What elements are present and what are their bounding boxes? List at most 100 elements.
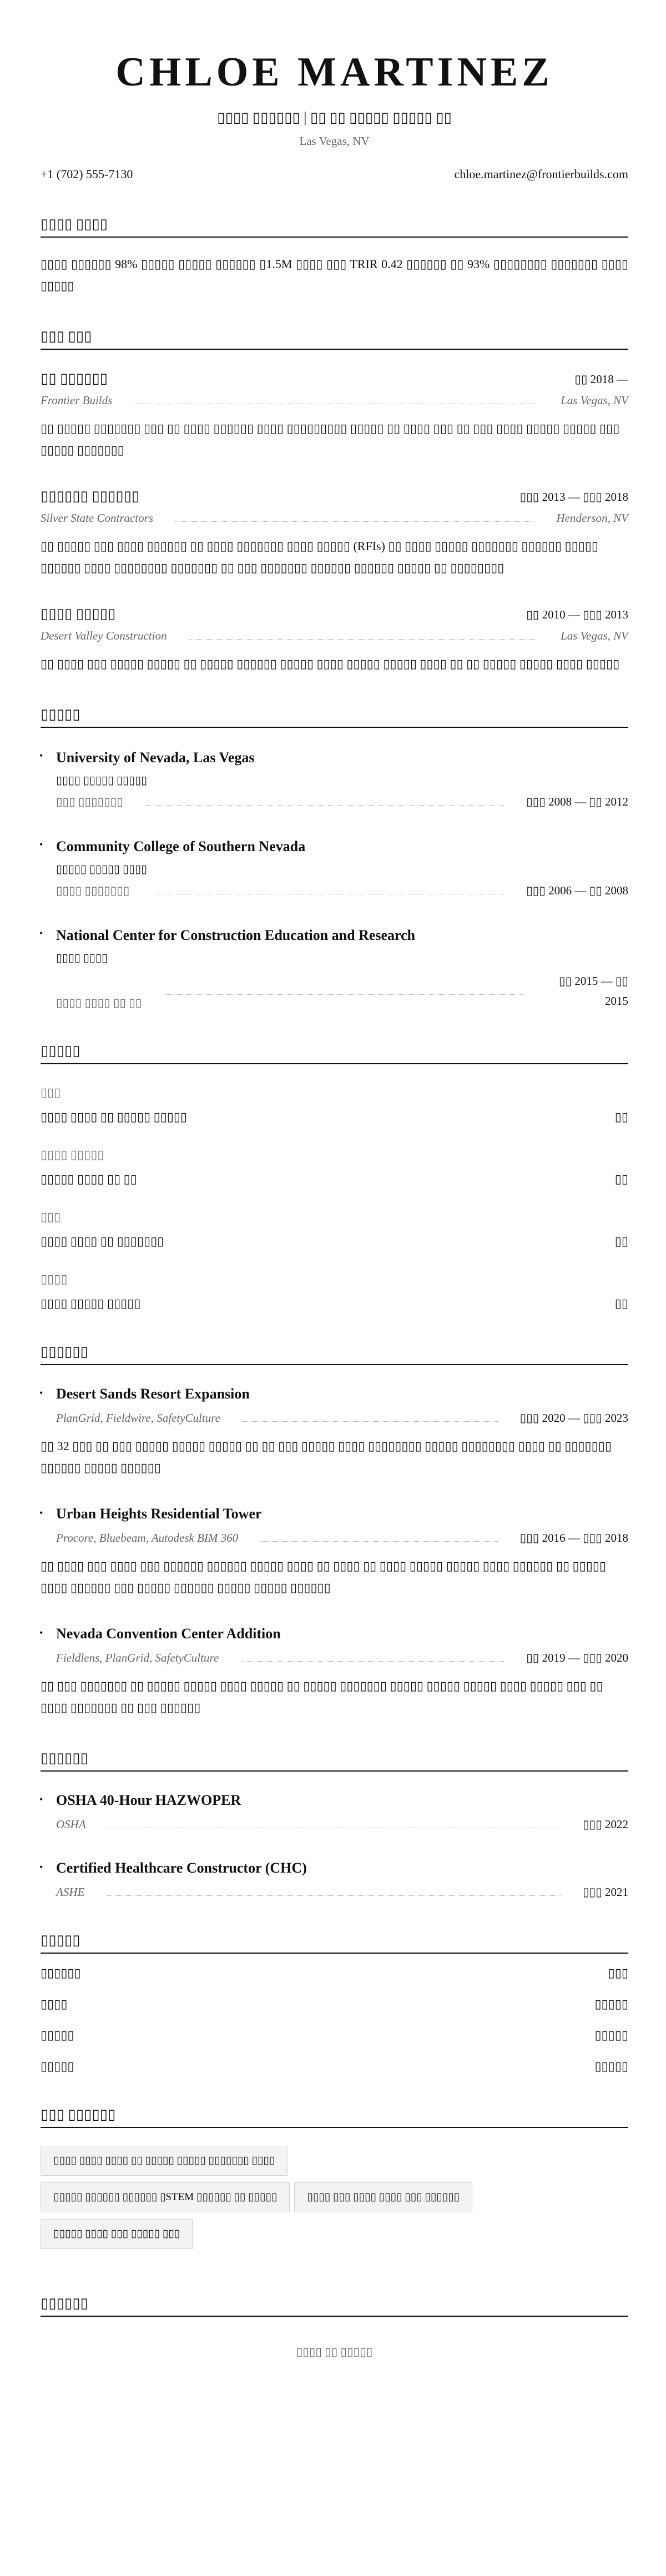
job-location: Las Vegas, NV [561,394,628,407]
education-entry: • National Center for Construction Educa… [39,923,628,1011]
leader-dots [107,1895,561,1896]
skill-category: ▯▯▯ [41,1210,61,1224]
education-dates: ▯▯ 2015 — ▯▯ 2015 [559,974,628,1008]
leader-dots [260,1541,498,1542]
divider [41,727,628,728]
skill-level: ▯▯ [614,1296,628,1310]
language-list: ▯▯▯▯▯▯ ▯▯▯ ▯▯▯▯ ▯▯▯▯▯ ▯▯▯▯▯ ▯▯▯▯▯ ▯▯▯▯▯ ▯▯▯▯▯ [41,1965,628,2075]
divider [41,1364,628,1365]
project-dates: ▯▯▯ 2016 — ▯▯▯ 2018 [519,1531,628,1544]
job-description: ▯▯ ▯▯▯▯ ▯▯▯ ▯▯▯▯▯ ▯▯▯▯▯ ▯▯ ▯▯▯▯▯ ▯▯▯▯▯▯ … [41,657,620,671]
skills-section: ▯▯▯▯▯ ▯▯▯ ▯▯▯▯ ▯▯▯▯ ▯▯ ▯▯▯▯▯ ▯▯▯▯▯ ▯▯ ▯▯▯… [41,1042,628,1312]
section-heading-education: ▯▯▯▯▯ [41,706,80,722]
skill-group: ▯▯▯▯ ▯▯▯▯▯ ▯▯▯▯▯ ▯▯▯▯ ▯▯ ▯▯ ▯▯ [41,1146,628,1188]
field-of-study: ▯▯▯▯ ▯▯▯▯ ▯▯ ▯▯ [56,996,142,1009]
language-row: ▯▯▯▯▯ ▯▯▯▯▯ [41,2058,628,2075]
language-name: ▯▯▯▯▯ [41,2059,74,2073]
section-heading-experience: ▯▯▯ ▯▯▯ [41,328,92,344]
experience-section: ▯▯▯ ▯▯▯ ▯▯ ▯▯▯▯▯▯ ▯▯ 2018 — Frontier Buil… [41,328,628,675]
bullet-icon: • [39,1387,43,1398]
skill-list: ▯▯▯ ▯▯▯▯ ▯▯▯▯ ▯▯ ▯▯▯▯▯ ▯▯▯▯▯ ▯▯ ▯▯▯▯ ▯▯▯▯… [41,1084,628,1312]
language-name: ▯▯▯▯▯▯ [41,1966,81,1980]
bullet-icon: • [39,1861,43,1873]
project-entry: • Desert Sands Resort Expansion PlanGrid,… [39,1383,628,1478]
school-name: University of Nevada, Las Vegas [56,749,255,766]
project-list: • Desert Sands Resort Expansion PlanGrid,… [39,1383,628,1718]
language-row: ▯▯▯▯▯ ▯▯▯▯▯ [41,2027,628,2044]
location: Las Vegas, NV [299,134,370,148]
field-of-study: ▯▯▯ ▯▯▯▯▯▯▯ [56,795,123,808]
certification-title: Certified Healthcare Constructor (CHC) [56,1860,307,1876]
language-level: ▯▯▯ [608,1966,628,1980]
skill-category: ▯▯▯ [41,1085,61,1099]
job-title: ▯▯ ▯▯▯▯▯▯ [41,370,108,386]
phone[interactable]: +1 (702) 555-7130 [41,167,133,181]
divider [41,1953,628,1954]
resume-page: CHLOE MARTINEZ ▯▯▯▯ ▯▯▯▯▯▯ | ▯▯ ▯▯ ▯▯▯▯▯… [39,49,628,2360]
project-title: Desert Sands Resort Expansion [56,1386,250,1402]
bullet-icon: • [39,750,43,761]
job-description: ▯▯ ▯▯▯▯▯ ▯▯▯▯▯▯▯ ▯▯▯ ▯▯ ▯▯▯▯ ▯▯▯▯▯▯ ▯▯▯▯… [41,421,620,457]
summary-text: ▯▯▯▯ ▯▯▯▯▯▯ 98% ▯▯▯▯▯ ▯▯▯▯▯ ▯▯▯▯▯▯ ▯1.5M… [41,257,628,293]
leader-dots [241,1661,504,1662]
job-location: Las Vegas, NV [561,629,628,642]
language-row: ▯▯▯▯▯▯▯▯▯ [41,1965,628,1981]
job-location: Henderson, NV [556,511,629,525]
job-title: ▯▯▯▯▯▯ ▯▯▯▯▯▯ [41,488,140,504]
section-heading-languages: ▯▯▯▯▯ [41,1932,80,1948]
skill-level: ▯▯ [614,1172,628,1186]
project-entry: • Urban Heights Residential Tower Procore… [39,1503,628,1598]
degree: ▯▯▯▯▯ ▯▯▯▯▯ ▯▯▯▯ [56,863,148,876]
languages-section: ▯▯▯▯▯ ▯▯▯▯▯▯ ▯▯▯ ▯▯▯▯ ▯▯▯▯▯ ▯▯▯▯▯ ▯▯▯▯▯ ▯▯▯▯▯ ▯… [41,1931,628,2075]
company: Silver State Contractors [41,511,153,525]
job-list: ▯▯ ▯▯▯▯▯▯ ▯▯ 2018 — Frontier Builds Las Ve… [41,368,628,675]
divider [41,349,628,350]
school-name: National Center for Construction Educati… [56,927,416,943]
section-heading-certifications: ▯▯▯▯▯▯ [41,1750,88,1766]
project-entry: • Nevada Convention Center Addition Field… [39,1623,628,1718]
project-title: Nevada Convention Center Addition [56,1626,281,1642]
references-section: ▯▯▯▯▯▯ ▯▯▯▯ ▯▯ ▯▯▯▯▯ [41,2295,628,2360]
language-name: ▯▯▯▯ [41,1997,68,2011]
language-name: ▯▯▯▯▯ [41,2028,74,2042]
bullet-icon: • [39,839,43,850]
contact-row: +1 (702) 555-7130 chloe.martinez@frontie… [41,167,628,182]
summary-section: ▯▯▯▯ ▯▯▯▯ ▯▯▯▯ ▯▯▯▯▯▯ 98% ▯▯▯▯▯ ▯▯▯▯▯ ▯▯… [41,215,628,296]
skill-group: ▯▯▯ ▯▯▯▯ ▯▯▯▯ ▯▯ ▯▯▯▯▯▯▯ ▯▯ [41,1209,628,1250]
education-list: • University of Nevada, Las Vegas ▯▯▯▯ ▯… [39,746,628,1011]
divider [41,1063,628,1064]
interests-section: ▯▯▯ ▯▯▯▯▯▯ ▯▯▯▯ ▯▯▯▯ ▯▯▯▯ ▯▯ ▯▯▯▯▯ ▯▯▯▯▯… [41,2106,628,2256]
education-dates: ▯▯▯ 2008 — ▯▯ 2012 [526,795,628,808]
job-dates: ▯▯ 2010 — ▯▯▯ 2013 [526,608,628,621]
school-name: Community College of Southern Nevada [56,838,306,854]
interest-chip: ▯▯▯▯ ▯▯▯ ▯▯▯▯ ▯▯▯▯ ▯▯▯ ▯▯▯▯▯▯ [294,2182,472,2212]
education-dates: ▯▯▯ 2006 — ▯▯ 2008 [526,884,628,897]
leader-dots [242,1421,498,1422]
education-entry: • Community College of Southern Nevada ▯… [39,834,628,899]
issuer: ASHE [56,1885,85,1899]
section-heading-interests: ▯▯▯ ▯▯▯▯▯▯ [41,2106,116,2122]
certification-date: ▯▯▯ 2021 [583,1885,628,1899]
leader-dots [175,521,534,522]
project-dates: ▯▯▯ 2020 — ▯▯▯ 2023 [519,1411,628,1425]
section-heading-summary: ▯▯▯▯ ▯▯▯▯ [41,216,108,232]
section-heading-references: ▯▯▯▯▯▯ [41,2295,88,2311]
project-dates: ▯▯ 2019 — ▯▯▯ 2020 [526,1651,628,1664]
divider [41,2316,628,2317]
skill-level: ▯▯ [614,1110,628,1124]
leader-dots [189,638,539,640]
language-row: ▯▯▯▯▯▯▯▯▯ [41,1996,628,2012]
project-description: ▯▯ ▯▯▯ ▯▯▯▯▯▯▯ ▯▯ ▯▯▯▯▯ ▯▯▯▯▯ ▯▯▯▯ ▯▯▯▯▯… [41,1679,603,1714]
language-level: ▯▯▯▯▯ [594,1997,628,2011]
company: Desert Valley Construction [41,629,167,642]
job-description: ▯▯ ▯▯▯▯▯ ▯▯▯ ▯▯▯▯ ▯▯▯▯▯▯ ▯▯ ▯▯▯▯ ▯▯▯▯▯▯▯… [41,539,599,575]
interest-chip: ▯▯▯▯ ▯▯▯▯ ▯▯▯▯ ▯▯ ▯▯▯▯▯ ▯▯▯▯▯ ▯▯▯▯▯▯▯ ▯▯… [41,2146,288,2176]
skill-level: ▯▯ [614,1234,628,1248]
degree: ▯▯▯▯ ▯▯▯▯▯ ▯▯▯▯▯ [56,774,148,787]
job-entry: ▯▯ ▯▯▯▯▯▯ ▯▯ 2018 — Frontier Builds Las Ve… [41,368,628,461]
divider [41,1770,628,1772]
bullet-icon: • [39,1507,43,1518]
email[interactable]: chloe.martinez@frontierbuilds.com [454,167,629,181]
job-dates: ▯▯ 2018 — [574,373,628,386]
references-text: ▯▯▯▯ ▯▯ ▯▯▯▯▯ [296,2345,373,2358]
